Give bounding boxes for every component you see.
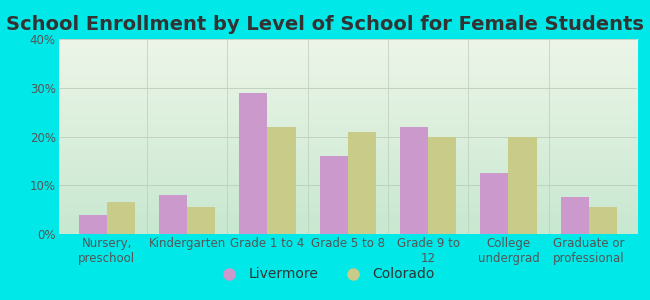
Bar [561,197,589,234]
Text: School Enrollment by Level of School for Female Students: School Enrollment by Level of School for… [6,15,644,34]
Bar [428,136,456,234]
Bar [79,214,107,234]
Bar [348,132,376,234]
Legend: Livermore, Colorado: Livermore, Colorado [209,262,441,287]
Bar [480,173,508,234]
Bar [107,202,135,234]
Bar [187,207,215,234]
Bar [400,127,428,234]
Bar [508,136,536,234]
Bar [589,207,617,234]
Bar [239,93,267,234]
Bar [320,156,348,234]
Bar [267,127,296,234]
Bar [159,195,187,234]
